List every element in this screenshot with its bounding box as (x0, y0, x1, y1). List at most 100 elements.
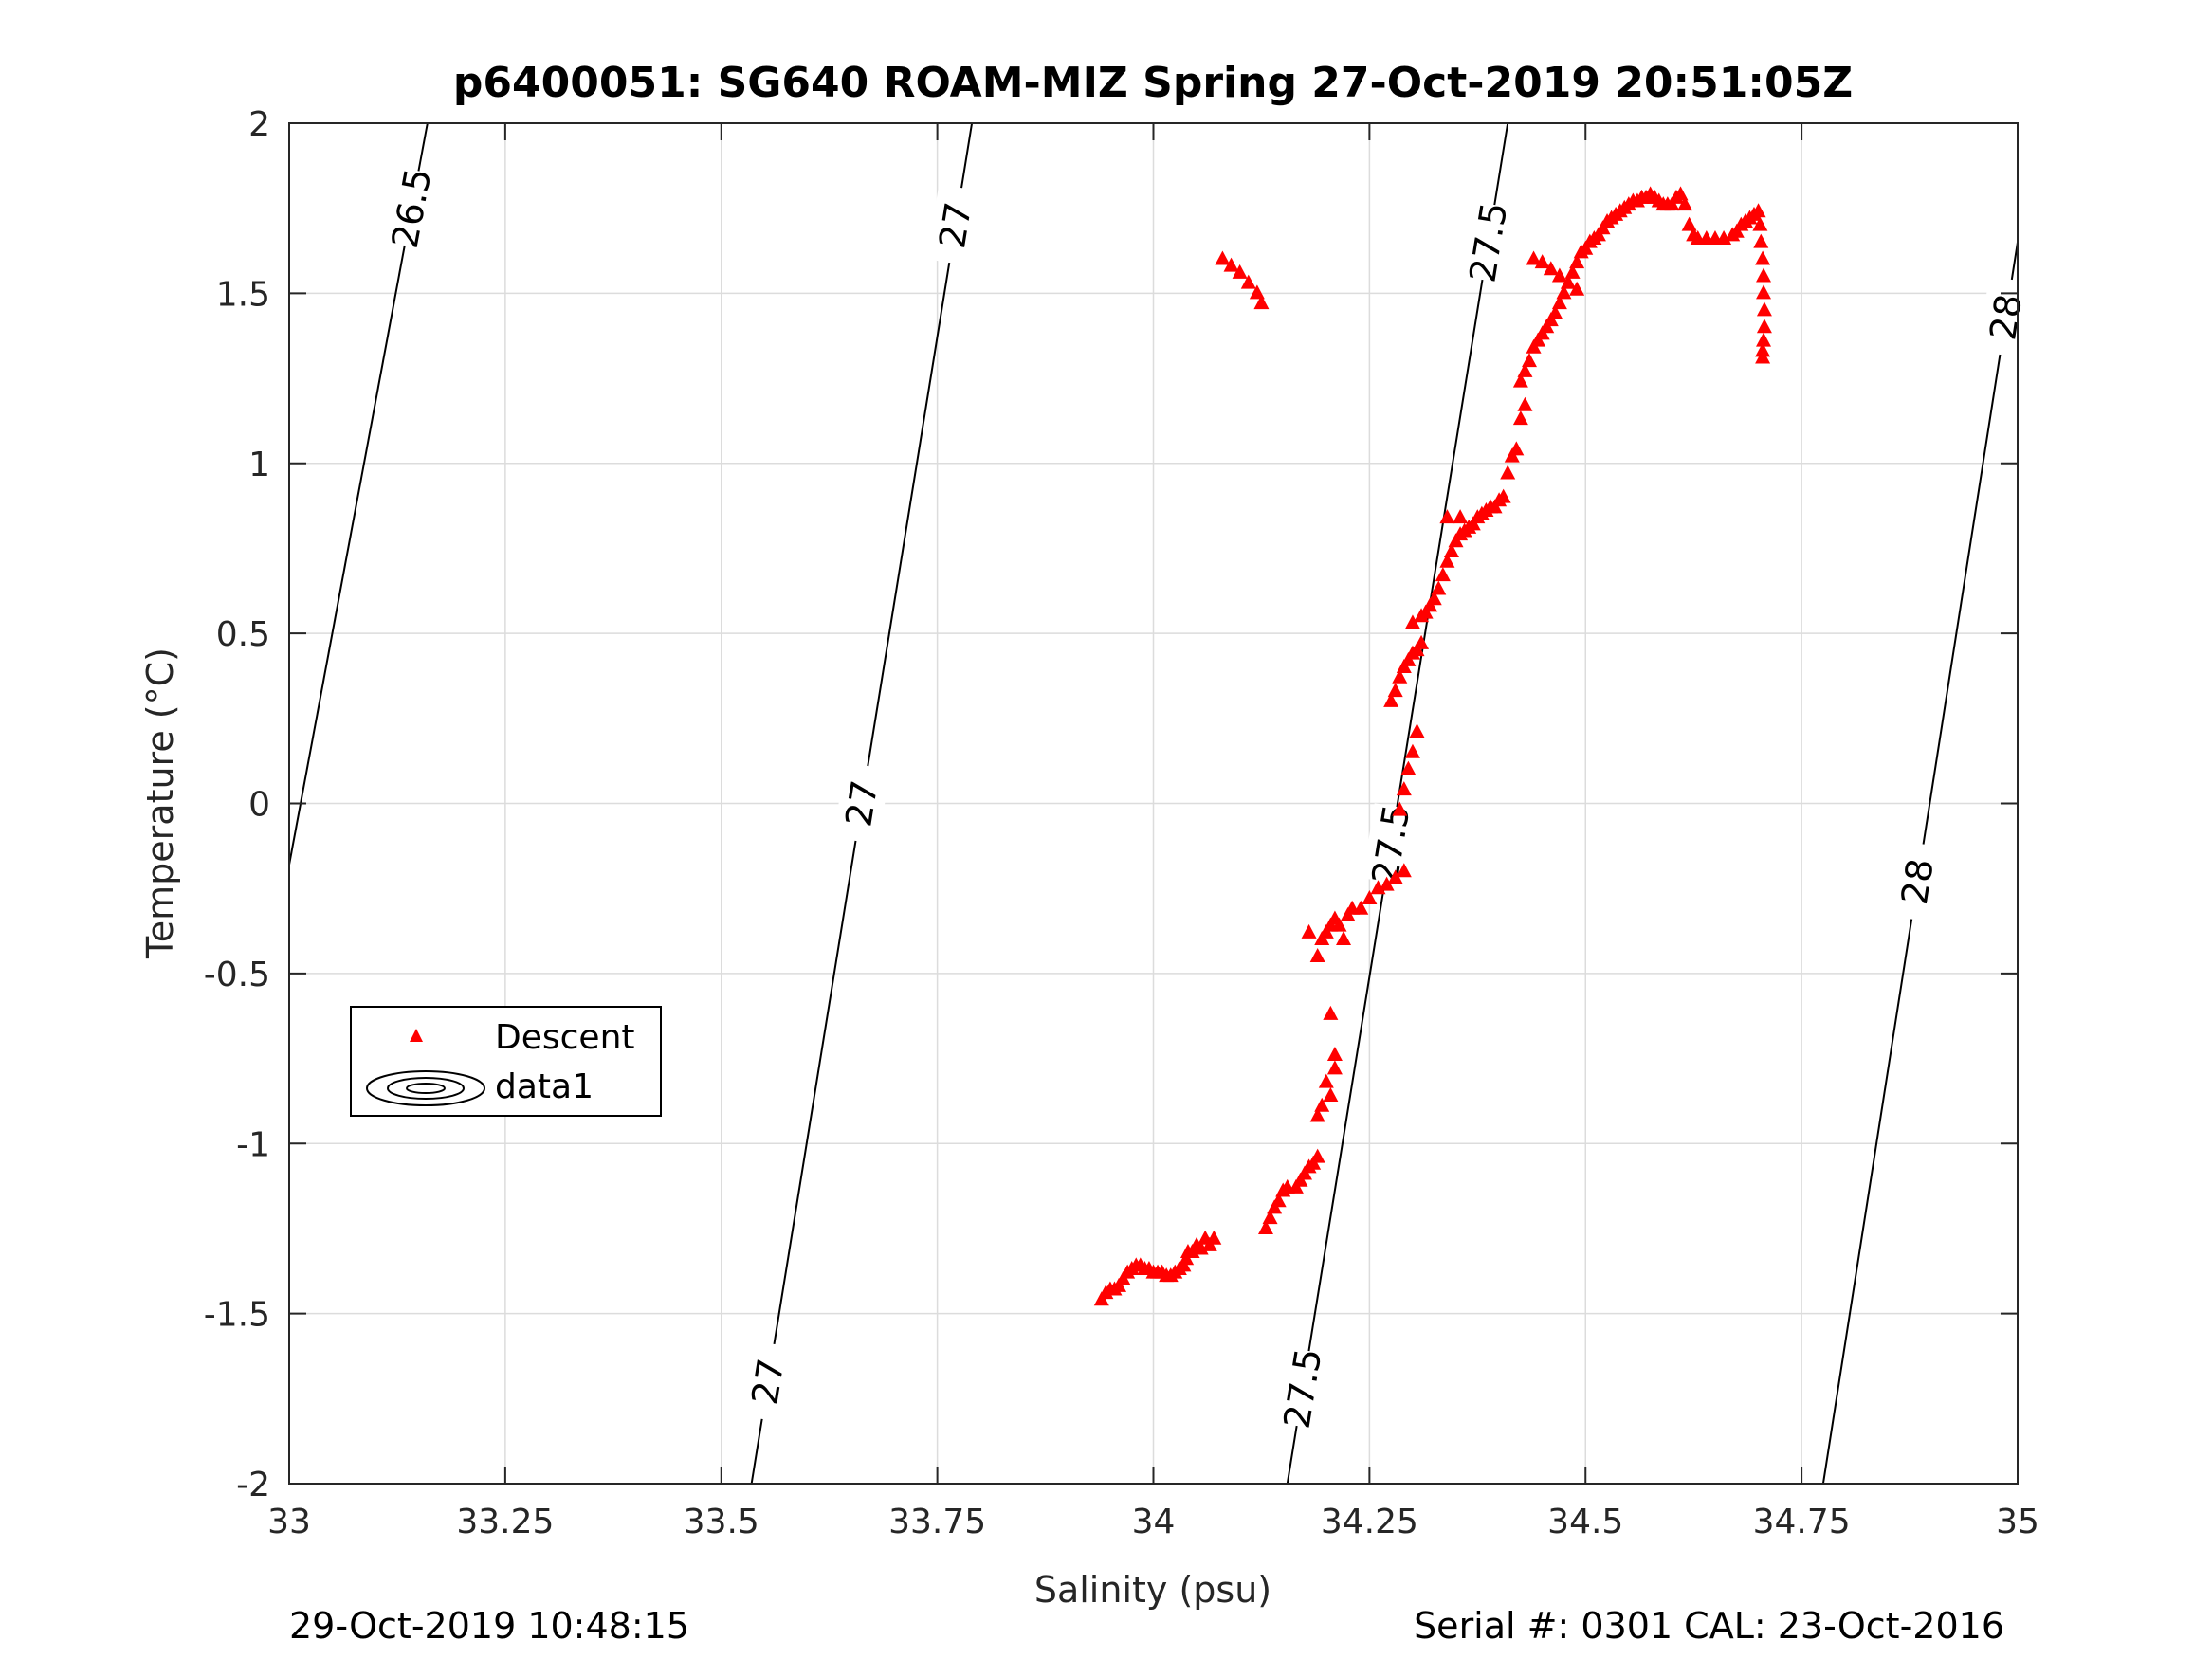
contour-label-bg (382, 166, 442, 250)
contour-label: 27 (837, 777, 886, 830)
contour-label-bg (1273, 1347, 1332, 1430)
descent-point (1426, 591, 1442, 606)
descent-point (1323, 1005, 1339, 1020)
descent-point (1396, 863, 1412, 878)
descent-point (1500, 465, 1516, 480)
descent-point (1309, 1107, 1325, 1122)
descent-point (1551, 267, 1567, 283)
footer-timestamp: 29-Oct-2019 10:48:15 (289, 1605, 689, 1647)
descent-point (1404, 614, 1420, 629)
contour-label-bg (1459, 201, 1517, 283)
descent-point (1331, 917, 1347, 932)
x-tick-label: 33 (267, 1503, 311, 1541)
descent-point (1409, 723, 1425, 738)
descent-point (1673, 186, 1689, 201)
descent-point (1517, 396, 1533, 411)
descent-point (1439, 553, 1455, 568)
descent-point (1561, 274, 1577, 289)
descent-point (1512, 410, 1528, 426)
legend-box (350, 1006, 662, 1117)
descent-points (1093, 186, 1772, 1306)
x-axis-label: Salinity (psu) (1034, 1569, 1271, 1611)
x-tick-label: 34 (1132, 1503, 1176, 1541)
descent-point (1396, 781, 1412, 796)
descent-point (1309, 947, 1325, 962)
descent-point (1512, 373, 1528, 388)
y-tick-label: -2 (236, 1466, 270, 1504)
legend-triangle-marker (410, 1029, 423, 1042)
descent-point (1756, 284, 1772, 300)
descent-point (1756, 301, 1772, 317)
y-tick-label: -1.5 (204, 1296, 270, 1335)
descent-point (1755, 349, 1771, 364)
contour-label-bg (926, 184, 984, 266)
descent-point (1240, 274, 1256, 289)
contour-label: 27 (931, 199, 979, 251)
descent-point (1326, 1060, 1343, 1075)
x-tick-label: 34.75 (1753, 1503, 1851, 1541)
descent-point (1318, 1073, 1334, 1088)
descent-point (1215, 250, 1231, 265)
descent-point (1253, 295, 1270, 310)
descent-point (1383, 692, 1399, 707)
isopycnal-line (288, 122, 429, 866)
descent-point (1755, 250, 1771, 265)
y-tick-label: 0 (248, 786, 270, 825)
descent-point (1522, 353, 1538, 368)
footer-serial-cal: Serial #: 0301 CAL: 23-Oct-2016 (1414, 1605, 2004, 1647)
y-tick-label: 0.5 (216, 615, 270, 654)
legend-data1-label: data1 (495, 1067, 594, 1106)
descent-point (1569, 281, 1585, 296)
descent-point (1223, 257, 1239, 272)
y-tick-label: -1 (236, 1125, 270, 1164)
descent-point (1431, 580, 1447, 595)
y-tick-label: 2 (248, 105, 270, 144)
contour-label: 27 (744, 1356, 793, 1408)
y-axis-ticks: -2 -1.5 -1 -0.5 0 0.5 1 1.5 2 (204, 105, 2018, 1504)
contour-label-bg (832, 762, 890, 845)
x-tick-label: 33.5 (684, 1503, 759, 1541)
descent-point (1756, 267, 1772, 283)
legend-descent-label: Descent (495, 1018, 635, 1057)
contour-label-bg (1889, 840, 1947, 923)
descent-point (1443, 543, 1459, 558)
descent-point (1756, 319, 1772, 334)
descent-point (1379, 876, 1395, 891)
descent-point (1453, 509, 1469, 524)
descent-point (1569, 254, 1585, 269)
legend: Descent data1 (350, 1006, 662, 1117)
descent-point (1392, 668, 1408, 684)
descent-point (1323, 1087, 1339, 1103)
descent-point (1547, 304, 1563, 319)
x-tick-label: 35 (1996, 1503, 2039, 1541)
descent-point (1387, 869, 1403, 884)
descent-point (1564, 264, 1581, 279)
descent-point (1326, 1046, 1343, 1061)
descent-point (1314, 1097, 1330, 1112)
descent-point (1756, 332, 1772, 347)
descent-point (1753, 233, 1769, 248)
descent-point (1526, 250, 1542, 265)
contour-label-bg (739, 1340, 797, 1423)
x-axis-ticks: 33 33.25 33.5 33.75 34 34.25 34.5 34.75 35 (267, 123, 2039, 1541)
contour-label: 28 (1893, 856, 1942, 908)
descent-point (1400, 760, 1417, 775)
descent-point (1271, 1193, 1287, 1208)
contour-label: 28 (1982, 291, 2030, 343)
descent-point (1495, 488, 1511, 503)
descent-point (1392, 801, 1408, 816)
descent-point (1262, 1210, 1278, 1225)
descent-point (1543, 261, 1559, 276)
descent-point (1362, 889, 1378, 904)
descent-point (1551, 295, 1567, 310)
y-tick-label: 1 (248, 446, 270, 484)
descent-point (1681, 216, 1697, 231)
descent-point (1232, 264, 1248, 279)
contour-label-bg (1977, 276, 2035, 358)
descent-point (1249, 284, 1265, 300)
contour-label-bg (1362, 803, 1420, 885)
descent-point (1387, 683, 1403, 698)
descent-point (1556, 284, 1572, 300)
descent-point (1517, 362, 1533, 377)
